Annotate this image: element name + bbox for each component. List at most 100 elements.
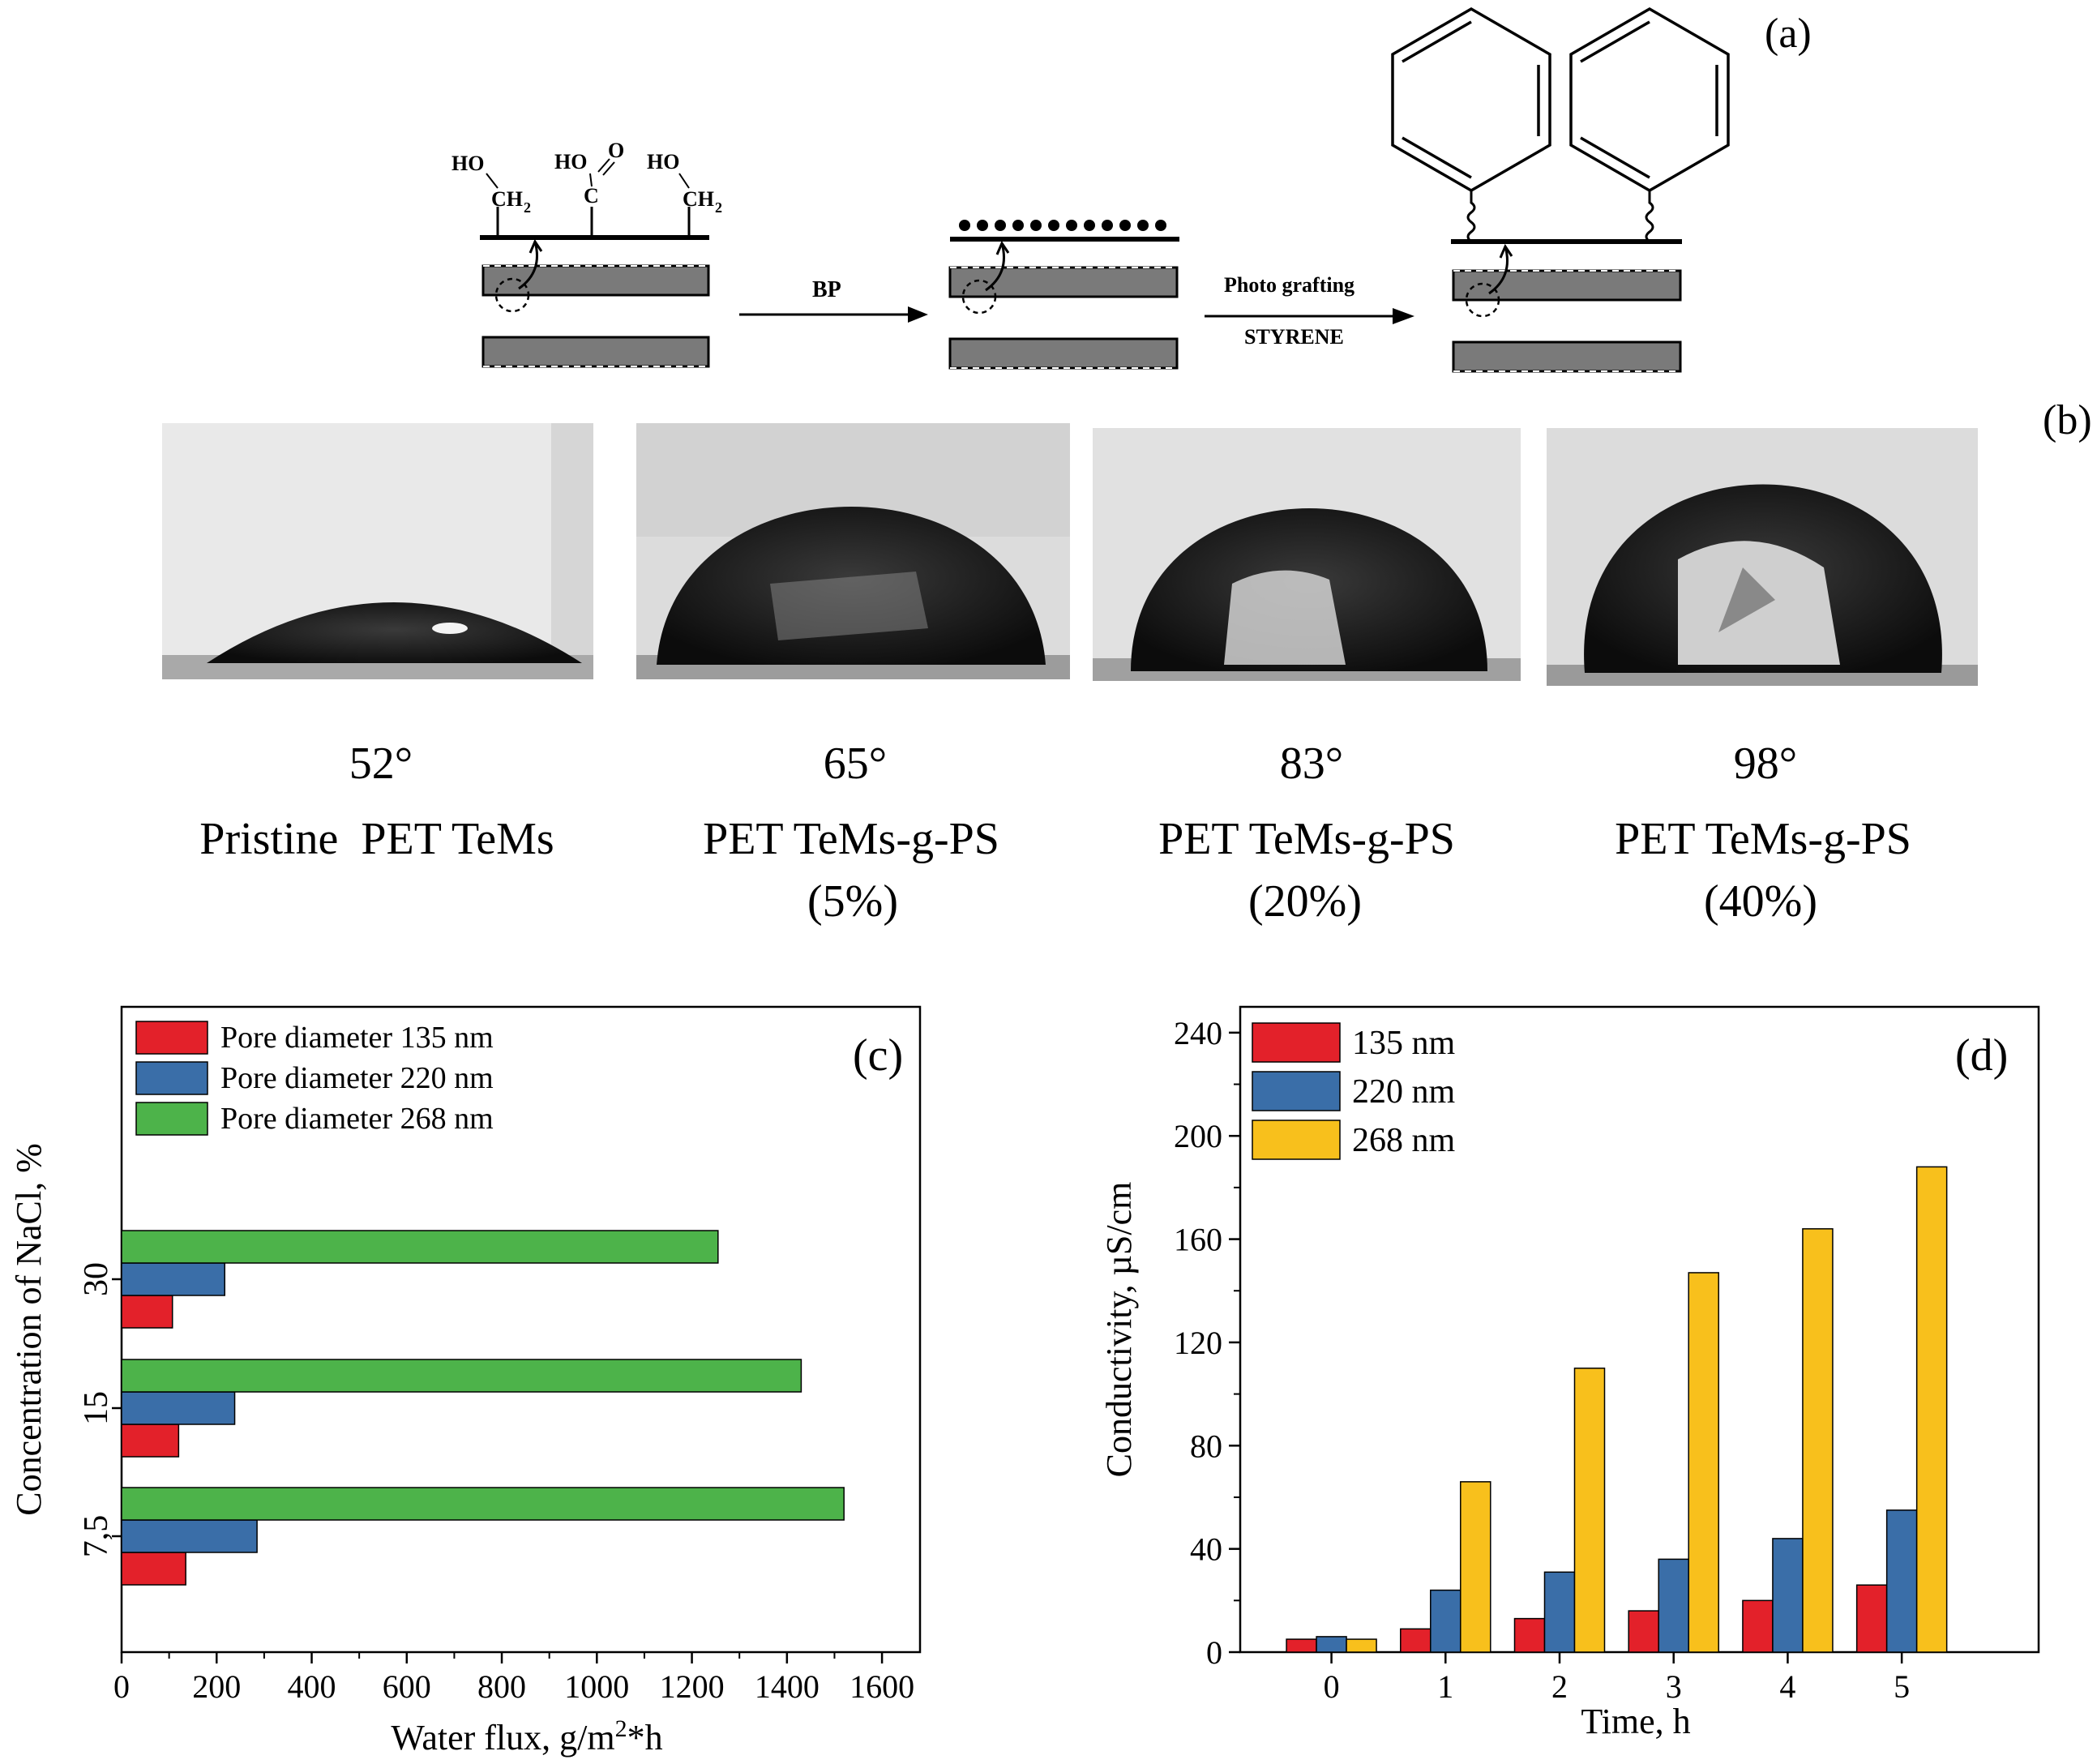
carbon-label: C <box>584 184 599 208</box>
contact-angle-panel: (b) <box>162 397 2092 927</box>
benzene-ring-right <box>1569 6 1730 193</box>
legend-swatch-c-1 <box>135 1061 208 1095</box>
bar-c-30-series-0 <box>121 1295 173 1329</box>
x-tick-label-c-6: 1200 <box>660 1668 725 1705</box>
x-axis-label-c: Water flux, g/m2*h <box>391 1715 662 1758</box>
legend-swatch-d-2 <box>1252 1120 1341 1160</box>
hydroxyl-label-2: HO <box>554 150 587 173</box>
legend-label-c-2: Pore diameter 268 nm <box>220 1102 494 1136</box>
bar-c-30-series-2 <box>121 1230 719 1264</box>
y-tick-label-c-0: 7,5 <box>78 1515 115 1558</box>
bar-d-2-series-1 <box>1543 1571 1576 1653</box>
bar-c-15-series-1 <box>121 1391 236 1425</box>
water-flux-x-ticks: 0 200 400 600 800 1000 1200 1400 1600 <box>113 1652 914 1705</box>
angle-value-4: 98° <box>1734 739 1797 789</box>
bar-d-3-series-0 <box>1628 1610 1659 1653</box>
x-tick-label-d-2: 2 <box>1551 1668 1568 1705</box>
legend-label-c-0: Pore diameter 135 nm <box>220 1021 494 1055</box>
droplet-photo-3 <box>1093 428 1521 681</box>
legend-label-d-0: 135 nm <box>1352 1025 1456 1062</box>
y-tick-label-d-2: 80 <box>1190 1428 1222 1464</box>
bar-d-1-series-1 <box>1430 1589 1461 1653</box>
bar-c-15-series-0 <box>121 1424 180 1458</box>
sample-name-1: Pristine PET TeMs <box>199 814 554 864</box>
sample-name-4: PET TeMs-g-PS <box>1615 814 1911 864</box>
legend-swatch-d-1 <box>1252 1071 1341 1111</box>
x-tick-label-c-0: 0 <box>113 1668 130 1705</box>
bar-d-0-series-0 <box>1286 1638 1317 1653</box>
plot-frame-c <box>120 1005 922 1654</box>
arrow-photografting: Photo grafting STYRENE <box>1205 273 1414 349</box>
bar-d-0-series-1 <box>1316 1636 1347 1653</box>
bar-c-7_5-series-0 <box>121 1552 186 1586</box>
x-tick-label-c-8: 1600 <box>849 1668 914 1705</box>
bar-d-1-series-2 <box>1460 1481 1491 1653</box>
y-tick-label-d-6: 240 <box>1174 1015 1222 1051</box>
panel-label-c: (c) <box>853 1030 903 1081</box>
membrane-grafted <box>1391 6 1730 373</box>
legend-c: Pore diameter 135 nm Pore diameter 220 n… <box>135 1021 494 1136</box>
ch2-label-1: CH <box>491 187 523 211</box>
x-tick-label-c-4: 800 <box>477 1668 526 1705</box>
angle-value-3: 83° <box>1280 739 1343 789</box>
y-tick-label-d-3: 120 <box>1174 1325 1222 1361</box>
x-tick-label-d-3: 3 <box>1666 1668 1682 1705</box>
bar-d-4-series-2 <box>1802 1228 1834 1653</box>
bar-c-15-series-2 <box>121 1359 802 1393</box>
x-tick-label-c-2: 400 <box>288 1668 336 1705</box>
sample-name-2: PET TeMs-g-PS <box>703 814 999 864</box>
x-axis-label-d: Time, h <box>1581 1702 1690 1741</box>
x-tick-label-c-5: 1000 <box>564 1668 629 1705</box>
bar-d-4-series-1 <box>1772 1538 1804 1653</box>
droplet-photo-4 <box>1547 428 1978 686</box>
ch2-subscript-2: 2 <box>715 199 722 216</box>
droplet-photo-2 <box>636 423 1070 679</box>
x-tick-label-c-3: 600 <box>383 1668 431 1705</box>
bar-d-3-series-2 <box>1688 1272 1719 1653</box>
panel-label-a: (a) <box>1765 11 1812 57</box>
y-tick-label-d-5: 200 <box>1174 1118 1222 1154</box>
caption-2: 65° PET TeMs-g-PS (5%) <box>703 739 999 927</box>
x-tick-label-d-5: 5 <box>1894 1668 1910 1705</box>
legend-swatch-c-0 <box>135 1021 208 1055</box>
legend-d: 135 nm 220 nm 268 nm <box>1252 1022 1456 1160</box>
ch2-subscript-1: 2 <box>524 199 531 216</box>
panel-label-b: (b) <box>2043 397 2092 443</box>
x-tick-label-d-1: 1 <box>1437 1668 1453 1705</box>
bar-c-7_5-series-1 <box>121 1519 258 1553</box>
water-flux-chart: 0 200 400 600 800 1000 1200 1400 1600 7,5 15 30 Wa… <box>9 1005 922 1758</box>
arrow-bp: BP <box>739 277 928 323</box>
x-tick-label-d-0: 0 <box>1324 1668 1340 1705</box>
ch2-label-2: CH <box>683 187 714 211</box>
bar-d-4-series-0 <box>1742 1599 1774 1653</box>
bar-d-5-series-1 <box>1885 1509 1918 1653</box>
caption-3: 83° PET TeMs-g-PS (20%) <box>1158 739 1455 927</box>
bar-d-5-series-2 <box>1915 1166 1948 1653</box>
caption-1: 52° Pristine PET TeMs <box>199 739 554 864</box>
conductivity-bars <box>1286 1166 1948 1653</box>
membrane-activated <box>948 220 1179 370</box>
x-tick-label-d-4: 4 <box>1779 1668 1795 1705</box>
droplet-photo-1 <box>162 423 593 679</box>
panel-label-d: (d) <box>1955 1030 2008 1081</box>
step-styrene-label: STYRENE <box>1244 325 1344 349</box>
bar-d-5-series-0 <box>1855 1584 1888 1653</box>
grafting-degree-3: (20%) <box>1248 876 1362 927</box>
legend-label-d-1: 220 nm <box>1352 1073 1456 1111</box>
grafting-degree-4: (40%) <box>1704 876 1817 927</box>
bar-d-2-series-0 <box>1513 1617 1546 1653</box>
x-tick-label-c-7: 1400 <box>755 1668 820 1705</box>
legend-swatch-c-2 <box>135 1102 208 1136</box>
caption-4: 98° PET TeMs-g-PS (40%) <box>1615 739 1911 927</box>
bar-c-7_5-series-2 <box>121 1487 845 1521</box>
conductivity-x-ticks: 0 1 2 3 4 5 <box>1324 1652 1910 1705</box>
water-flux-y-ticks: 7,5 15 30 <box>78 1262 122 1557</box>
water-flux-bars <box>121 1230 845 1586</box>
hydroxyl-label-1: HO <box>451 152 484 175</box>
step-photografting-label: Photo grafting <box>1224 273 1354 297</box>
y-tick-label-d-1: 40 <box>1190 1531 1222 1568</box>
y-tick-label-d-0: 0 <box>1206 1634 1222 1671</box>
scheme-panel: (a) HO CH 2 HO O C HO CH <box>451 6 1812 373</box>
y-tick-label-c-2: 30 <box>78 1262 115 1296</box>
